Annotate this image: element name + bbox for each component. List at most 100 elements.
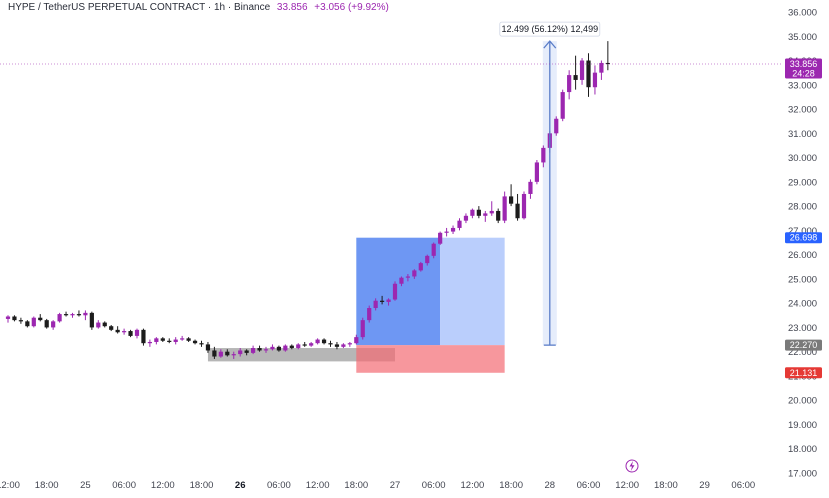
candle-body: [83, 312, 88, 316]
candle: [44, 318, 49, 329]
y-tick-label: 27.000: [788, 226, 817, 237]
candle-body: [225, 351, 230, 356]
candle-body: [534, 162, 539, 182]
x-tick-label: 29: [699, 480, 710, 491]
candle-body: [321, 339, 327, 344]
candle: [173, 337, 178, 345]
price-axis-label-bg: [785, 339, 822, 351]
candle-body: [425, 255, 430, 264]
candle: [309, 341, 314, 347]
y-tick-label: 35.000: [788, 32, 817, 43]
candle-body: [483, 213, 488, 216]
candle-body: [592, 72, 598, 88]
candle: [231, 351, 236, 359]
candle: [599, 60, 604, 80]
x-tick-label: 26: [235, 480, 246, 491]
candle: [528, 179, 533, 199]
candle-body: [418, 263, 423, 271]
candle-body: [302, 344, 307, 346]
candle: [586, 53, 591, 97]
profit-zone-projection: [440, 237, 505, 346]
candle: [192, 339, 198, 345]
candle-body: [57, 314, 62, 322]
candle-body: [154, 338, 159, 342]
candle: [573, 55, 578, 90]
candle: [180, 335, 185, 341]
price-change: +3.056 (+9.92%): [314, 2, 389, 13]
candle-body: [147, 341, 152, 344]
candle-body: [560, 92, 565, 119]
candle-body: [528, 181, 533, 194]
candle: [147, 339, 152, 347]
candle-body: [212, 350, 217, 357]
symbol-name[interactable]: HYPE / TetherUS PERPETUAL CONTRACT: [8, 2, 206, 13]
x-tick-label: 18:00: [654, 480, 678, 491]
candle: [444, 227, 449, 237]
candle: [399, 276, 404, 287]
candle-body: [489, 210, 494, 214]
loss-zone: [356, 345, 505, 373]
candle: [315, 338, 320, 345]
candle: [141, 328, 146, 346]
candle: [31, 316, 36, 328]
candle: [554, 116, 559, 136]
candle: [534, 160, 539, 185]
x-tick-label: 18:00: [190, 480, 214, 491]
candle-body: [444, 231, 449, 233]
candle-body: [218, 351, 223, 357]
candle-body: [463, 215, 469, 221]
candle: [283, 344, 288, 352]
price-axis-label: 22.270: [785, 339, 822, 351]
candle: [102, 321, 107, 328]
price-axis[interactable]: 36.00035.00034.00033.00032.00031.00030.0…: [788, 8, 817, 480]
candle: [238, 348, 243, 357]
candle-body: [5, 316, 11, 319]
x-tick-label: 28: [545, 480, 556, 491]
candle-body: [180, 338, 185, 340]
x-tick-label: 06:00: [731, 480, 755, 491]
candle-body: [328, 343, 333, 345]
candle: [225, 349, 230, 357]
y-tick-label: 18.000: [788, 444, 817, 455]
candle-body: [289, 345, 294, 349]
time-axis[interactable]: 12:00 18:00 25 06:00 12:00 18:00 26 06:00 12:00 1…: [0, 480, 755, 491]
price-axis-label-text: 33.856: [790, 59, 818, 69]
y-tick-label: 23.000: [788, 323, 817, 334]
candle-body: [515, 203, 520, 219]
candle: [373, 298, 378, 311]
price-axis-label-text: 22.270: [790, 340, 818, 350]
candle-body: [347, 343, 352, 345]
candle: [218, 349, 223, 358]
candle-body: [296, 344, 301, 349]
x-tick-label: 12:00: [0, 480, 20, 491]
candle: [76, 310, 82, 317]
candle-body: [457, 220, 462, 228]
candle: [341, 343, 346, 349]
candle: [386, 298, 391, 306]
candle-body: [341, 344, 346, 347]
candle-body: [386, 299, 391, 302]
candle-body: [18, 320, 23, 322]
profit-zone: [356, 237, 441, 346]
candle: [334, 341, 340, 350]
candle: [89, 311, 94, 330]
candle: [122, 328, 127, 335]
candle-body: [25, 321, 30, 327]
candle-body: [405, 276, 410, 278]
interval-label[interactable]: 1h: [213, 2, 226, 13]
candle: [128, 329, 133, 338]
candle: [483, 210, 488, 222]
price-axis-label: 21.131: [785, 367, 822, 379]
candle: [70, 312, 75, 318]
countdown-label: 24:28: [792, 69, 815, 79]
candle-body: [63, 314, 69, 316]
candle-body: [554, 118, 559, 134]
candle: [405, 274, 410, 282]
candles-layer: [5, 41, 610, 359]
x-tick-label: 12:00: [151, 480, 175, 491]
candle-body: [392, 283, 398, 300]
lightning-icon[interactable]: [625, 459, 639, 473]
candle: [57, 312, 62, 323]
